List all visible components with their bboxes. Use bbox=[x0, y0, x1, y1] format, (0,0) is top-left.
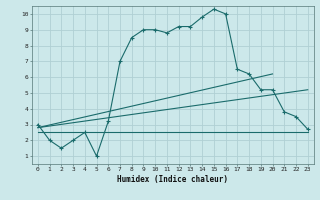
X-axis label: Humidex (Indice chaleur): Humidex (Indice chaleur) bbox=[117, 175, 228, 184]
